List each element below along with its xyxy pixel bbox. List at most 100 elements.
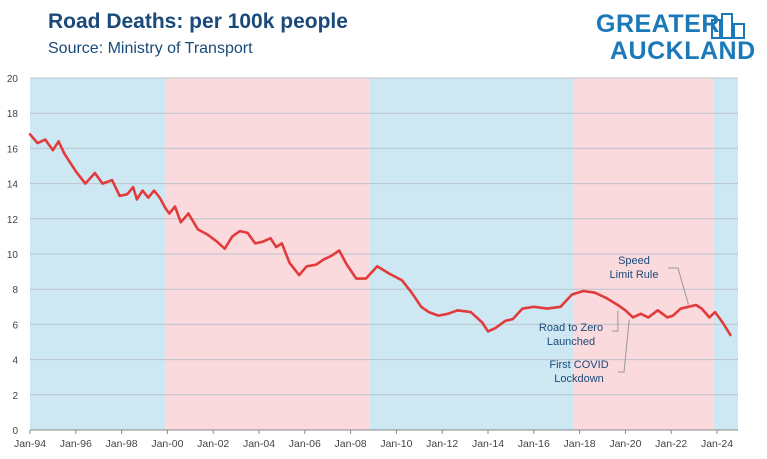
x-tick-label-3: Jan-00: [151, 438, 183, 450]
data-point-0-30: [246, 232, 249, 234]
city-buildings-icon: [711, 13, 745, 39]
data-point-0-63: [546, 307, 548, 310]
x-tick-label-13: Jan-20: [609, 438, 641, 450]
data-point-0-36: [288, 262, 291, 264]
y-tick-label-18: 18: [7, 109, 19, 120]
data-point-0-48: [401, 279, 403, 282]
data-point-0-76: [672, 314, 674, 317]
data-point-0-18: [158, 196, 161, 199]
data-point-0-53: [447, 313, 449, 315]
annotation-label-2: First COVID Lockdown: [549, 359, 608, 385]
data-point-0-55: [470, 311, 472, 313]
y-tick-label-6: 6: [12, 320, 18, 331]
data-point-0-15: [141, 189, 144, 192]
x-tick-label-12: Jan-18: [564, 438, 596, 450]
annotation-leader-0: [668, 267, 689, 305]
data-point-0-7: [84, 182, 87, 185]
data-point-0-19: [164, 207, 167, 210]
y-tick-label-14: 14: [7, 180, 19, 191]
x-tick-label-7: Jan-08: [335, 438, 367, 450]
gridlines: [30, 77, 738, 431]
data-point-0-70: [624, 309, 627, 312]
data-point-0-43: [345, 263, 348, 266]
data-point-0-42: [338, 249, 340, 252]
data-point-0-35: [281, 242, 283, 245]
data-point-0-62: [533, 306, 535, 308]
data-point-0-6: [75, 170, 77, 173]
y-tick-label-16: 16: [7, 144, 19, 155]
annotation-line-0-0: Speed: [618, 255, 650, 267]
series-group: [28, 133, 732, 337]
data-point-0-22: [179, 221, 182, 224]
data-point-0-33: [269, 237, 272, 239]
data-point-0-61: [521, 307, 524, 310]
data-point-0-4: [57, 140, 60, 143]
annotation-line-1-0: Road to Zero: [539, 322, 603, 334]
data-point-0-46: [376, 265, 379, 268]
data-point-0-69: [616, 304, 619, 306]
x-tick-label-14: Jan-22: [655, 438, 687, 450]
data-point-0-2: [44, 138, 47, 141]
data-point-0-64: [559, 306, 562, 308]
data-point-0-50: [420, 306, 423, 308]
data-point-0-60: [512, 318, 514, 320]
data-point-0-3: [52, 149, 54, 151]
x-tick-label-11: Jan-16: [518, 438, 550, 450]
annotation-label-1: Road to Zero Launched: [539, 322, 603, 348]
data-point-0-41: [330, 254, 333, 257]
x-tick-label-1: Jan-96: [60, 438, 92, 450]
greater-auckland-logo: GREATER AUCKLAND: [596, 12, 756, 68]
data-point-0-39: [315, 263, 318, 266]
data-point-0-40: [323, 258, 325, 261]
x-tick-label-5: Jan-04: [243, 438, 275, 450]
data-point-0-13: [132, 186, 134, 188]
annotation-line-2-0: First COVID: [549, 359, 608, 371]
data-point-0-77: [679, 307, 682, 310]
annotation-leader-1: [612, 310, 619, 332]
data-point-0-29: [239, 230, 241, 232]
data-point-0-82: [714, 311, 716, 313]
annotation-line-1-1: Launched: [547, 336, 595, 348]
annotation-line-0-1: Limit Rule: [610, 269, 659, 281]
data-point-0-66: [582, 290, 585, 292]
data-point-0-12: [126, 193, 129, 195]
data-point-0-31: [254, 242, 256, 245]
data-point-0-65: [571, 293, 573, 296]
data-point-0-72: [639, 313, 642, 315]
y-tick-label-0: 0: [12, 426, 18, 437]
data-point-0-73: [647, 316, 650, 319]
annotations-group: Speed Limit Rule Road to Zero Launched First…: [539, 255, 689, 385]
annotation-line-2-1: Lockdown: [554, 373, 604, 385]
x-tick-label-0: Jan-94: [14, 438, 46, 450]
data-point-0-81: [708, 316, 711, 319]
data-point-0-71: [632, 316, 634, 319]
y-tick-label-12: 12: [7, 215, 19, 226]
data-point-0-78: [687, 306, 690, 308]
data-point-0-17: [153, 189, 155, 192]
data-point-0-74: [657, 309, 659, 312]
data-point-0-44: [355, 277, 358, 280]
x-tick-label-8: Jan-10: [380, 438, 412, 450]
y-tick-label-4: 4: [12, 356, 18, 367]
data-point-0-80: [700, 307, 703, 310]
x-tick-label-4: Jan-02: [197, 438, 229, 450]
data-point-0-83: [721, 321, 724, 324]
data-point-0-47: [387, 272, 390, 275]
data-point-0-24: [197, 228, 199, 231]
data-point-0-26: [216, 240, 218, 243]
data-point-0-45: [365, 277, 367, 280]
y-tick-label-8: 8: [12, 285, 18, 296]
y-axis-ticks: 0 2 4 6 8 10 12 14 16 18 20: [7, 74, 19, 437]
x-tick-label-15: Jan-24: [701, 438, 733, 450]
data-point-0-23: [187, 212, 190, 215]
data-point-0-27: [223, 247, 226, 250]
annotation-leader-2: [618, 319, 630, 373]
logo-line-auckland: AUCKLAND: [610, 37, 756, 65]
data-point-0-56: [481, 321, 484, 324]
x-tick-label-9: Jan-12: [426, 438, 458, 450]
data-point-0-79: [695, 304, 697, 306]
data-point-0-1: [36, 142, 39, 144]
data-point-0-25: [206, 233, 209, 236]
chart-subtitle: Source: Ministry of Transport: [48, 40, 253, 57]
